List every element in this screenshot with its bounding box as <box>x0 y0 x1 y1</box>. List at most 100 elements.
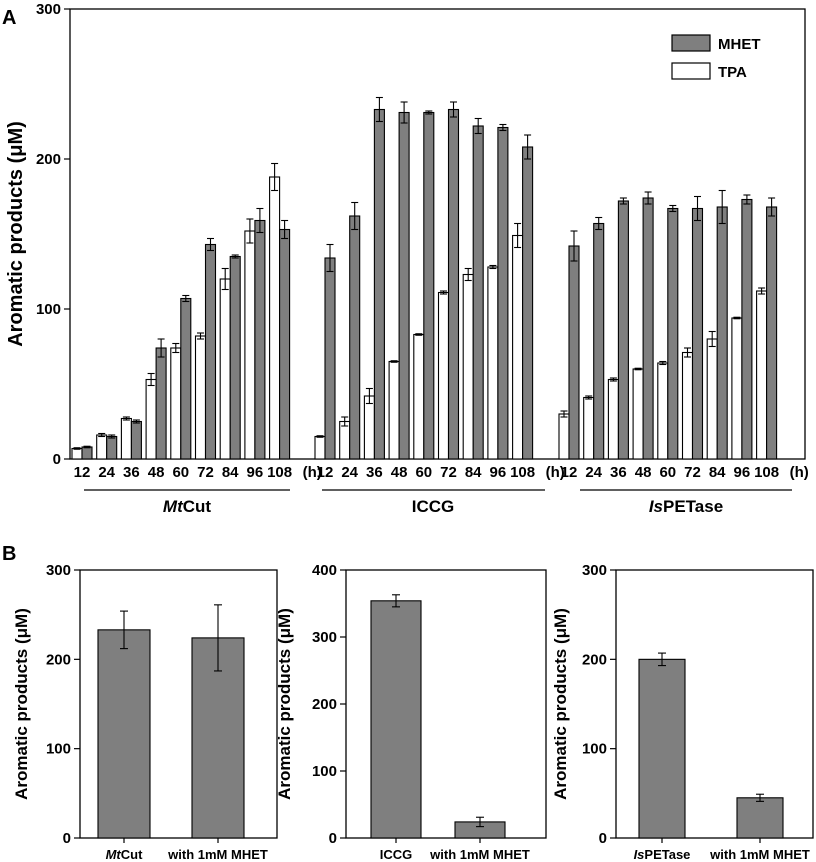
error-bar-tpa <box>365 387 373 405</box>
category-text-part: PETase <box>644 847 690 862</box>
b3-y-tick-label: 0 <box>599 830 607 847</box>
panel-b2-y-axis-label: Aromatic products (μM) <box>275 608 294 800</box>
bar-tpa <box>413 333 425 460</box>
error-bar-mhet <box>694 195 701 222</box>
error-bar-mhet <box>326 243 334 273</box>
panel-a-bars <box>71 96 778 460</box>
panel-a-y-tick-label: 200 <box>36 151 61 168</box>
error-bar-tpa <box>221 267 229 291</box>
error-bar-tpa <box>733 316 741 320</box>
b1-y-tick-label: 200 <box>46 651 71 668</box>
panel-b2-content: 0 100 200 300 400 ICCG with 1mM MHET <box>312 562 530 862</box>
error-bar-tpa <box>98 432 106 438</box>
panel-b3-plot-frame <box>615 569 814 839</box>
bar-mhet <box>130 420 142 460</box>
x-tick-label-time: 108 <box>754 464 779 481</box>
error-bar-mhet <box>669 204 677 213</box>
error-bar-tpa <box>514 222 522 249</box>
bar-mhet <box>716 206 728 460</box>
error-bar-mhet <box>231 254 239 259</box>
group-label-ispetase: IsPETase <box>649 497 723 516</box>
b1-y-tick-label: 0 <box>63 830 71 847</box>
panel-b1-y-axis-label: Aromatic products (μM) <box>12 608 31 800</box>
bar-mhet <box>324 257 336 460</box>
b2-error-bar <box>392 594 400 608</box>
error-bar-mhet <box>718 189 726 225</box>
bar-tpa <box>657 362 669 460</box>
error-bar-tpa <box>341 416 349 427</box>
panel-a-y-tick-label: 100 <box>36 301 61 318</box>
legend-tpa-label: TPA <box>718 64 747 81</box>
bar-tpa <box>145 378 157 460</box>
x-tick-label-time: 36 <box>123 464 140 481</box>
b1-error-bar <box>120 610 128 650</box>
b3-error-bar <box>756 793 764 802</box>
x-tick-label-time: 96 <box>734 464 751 481</box>
panel-a-y-axis-label: Aromatic products (μM) <box>5 121 27 347</box>
x-tick-label-time: 12 <box>74 464 91 481</box>
error-bar-tpa <box>634 367 642 371</box>
group-label-iccg: ICCG <box>412 497 455 516</box>
error-bar-tpa <box>415 333 423 336</box>
bar-tpa <box>512 234 524 460</box>
bar-mhet <box>155 347 167 460</box>
bar-tpa <box>314 435 326 460</box>
bar-mhet <box>691 207 704 460</box>
bar-tpa <box>756 290 768 460</box>
b2-y-tick-label: 400 <box>312 562 337 579</box>
x-tick-label-time: 12 <box>561 464 578 481</box>
x-tick-label-time: 108 <box>510 464 535 481</box>
x-tick-label-time: 24 <box>585 464 602 481</box>
x-tick-label-time: 84 <box>222 464 239 481</box>
bar-mhet <box>447 108 460 460</box>
bar-tpa <box>607 378 619 460</box>
b3-y-tick-label: 200 <box>582 651 607 668</box>
bar-mhet <box>180 297 192 460</box>
b3-bar <box>638 658 686 839</box>
panel-label-a: A <box>2 7 16 29</box>
b1-x-category-label: with 1mM MHET <box>167 847 268 862</box>
b1-x-category-label: MtCut <box>106 847 144 862</box>
error-bar-mhet <box>157 338 165 358</box>
legend-tpa-swatch <box>671 62 711 80</box>
b2-y-tick-label: 0 <box>329 830 337 847</box>
category-text-part: Cut <box>121 847 143 862</box>
b3-y-tick-label: 100 <box>582 741 607 758</box>
x-tick-label-time: 72 <box>440 464 457 481</box>
error-bar-tpa <box>659 360 667 366</box>
category-text-part: with 1mM MHET <box>167 847 268 862</box>
error-bar-tpa <box>316 435 324 438</box>
bar-tpa <box>462 273 474 460</box>
category-text-part: ICCG <box>380 847 413 862</box>
bar-tpa <box>558 413 570 460</box>
error-bar-tpa <box>758 287 766 295</box>
x-tick-label-time: 36 <box>366 464 383 481</box>
b2-y-tick-label: 100 <box>312 763 337 780</box>
error-bar-tpa <box>172 342 180 354</box>
error-bar-tpa <box>489 264 497 270</box>
bar-tpa <box>96 434 108 460</box>
x-tick-label-time: 60 <box>659 464 676 481</box>
bar-mhet <box>522 146 534 460</box>
bar-mhet <box>642 197 654 460</box>
x-tick-label-time: 60 <box>415 464 432 481</box>
error-bar-mhet <box>743 194 751 205</box>
error-bar-mhet <box>499 123 507 132</box>
error-bar-tpa <box>464 267 472 282</box>
error-bar-mhet <box>474 117 482 135</box>
bar-tpa <box>583 396 595 460</box>
bar-tpa <box>170 347 182 460</box>
b2-x-category-label: with 1mM MHET <box>429 847 530 862</box>
error-bar-mhet <box>281 219 289 240</box>
bar-mhet <box>568 245 580 460</box>
b2-bar <box>370 600 422 839</box>
bar-tpa <box>71 447 83 460</box>
bar-tpa <box>731 317 743 460</box>
panel-a-y-ticks: 0 100 200 300 <box>36 1 70 468</box>
error-bar-mhet <box>351 201 359 231</box>
bar-mhet <box>373 108 385 460</box>
b3-x-category-label: IsPETase <box>634 847 691 862</box>
x-tick-label-time: 24 <box>98 464 115 481</box>
panel-a-y-tick-label: 300 <box>36 1 61 18</box>
